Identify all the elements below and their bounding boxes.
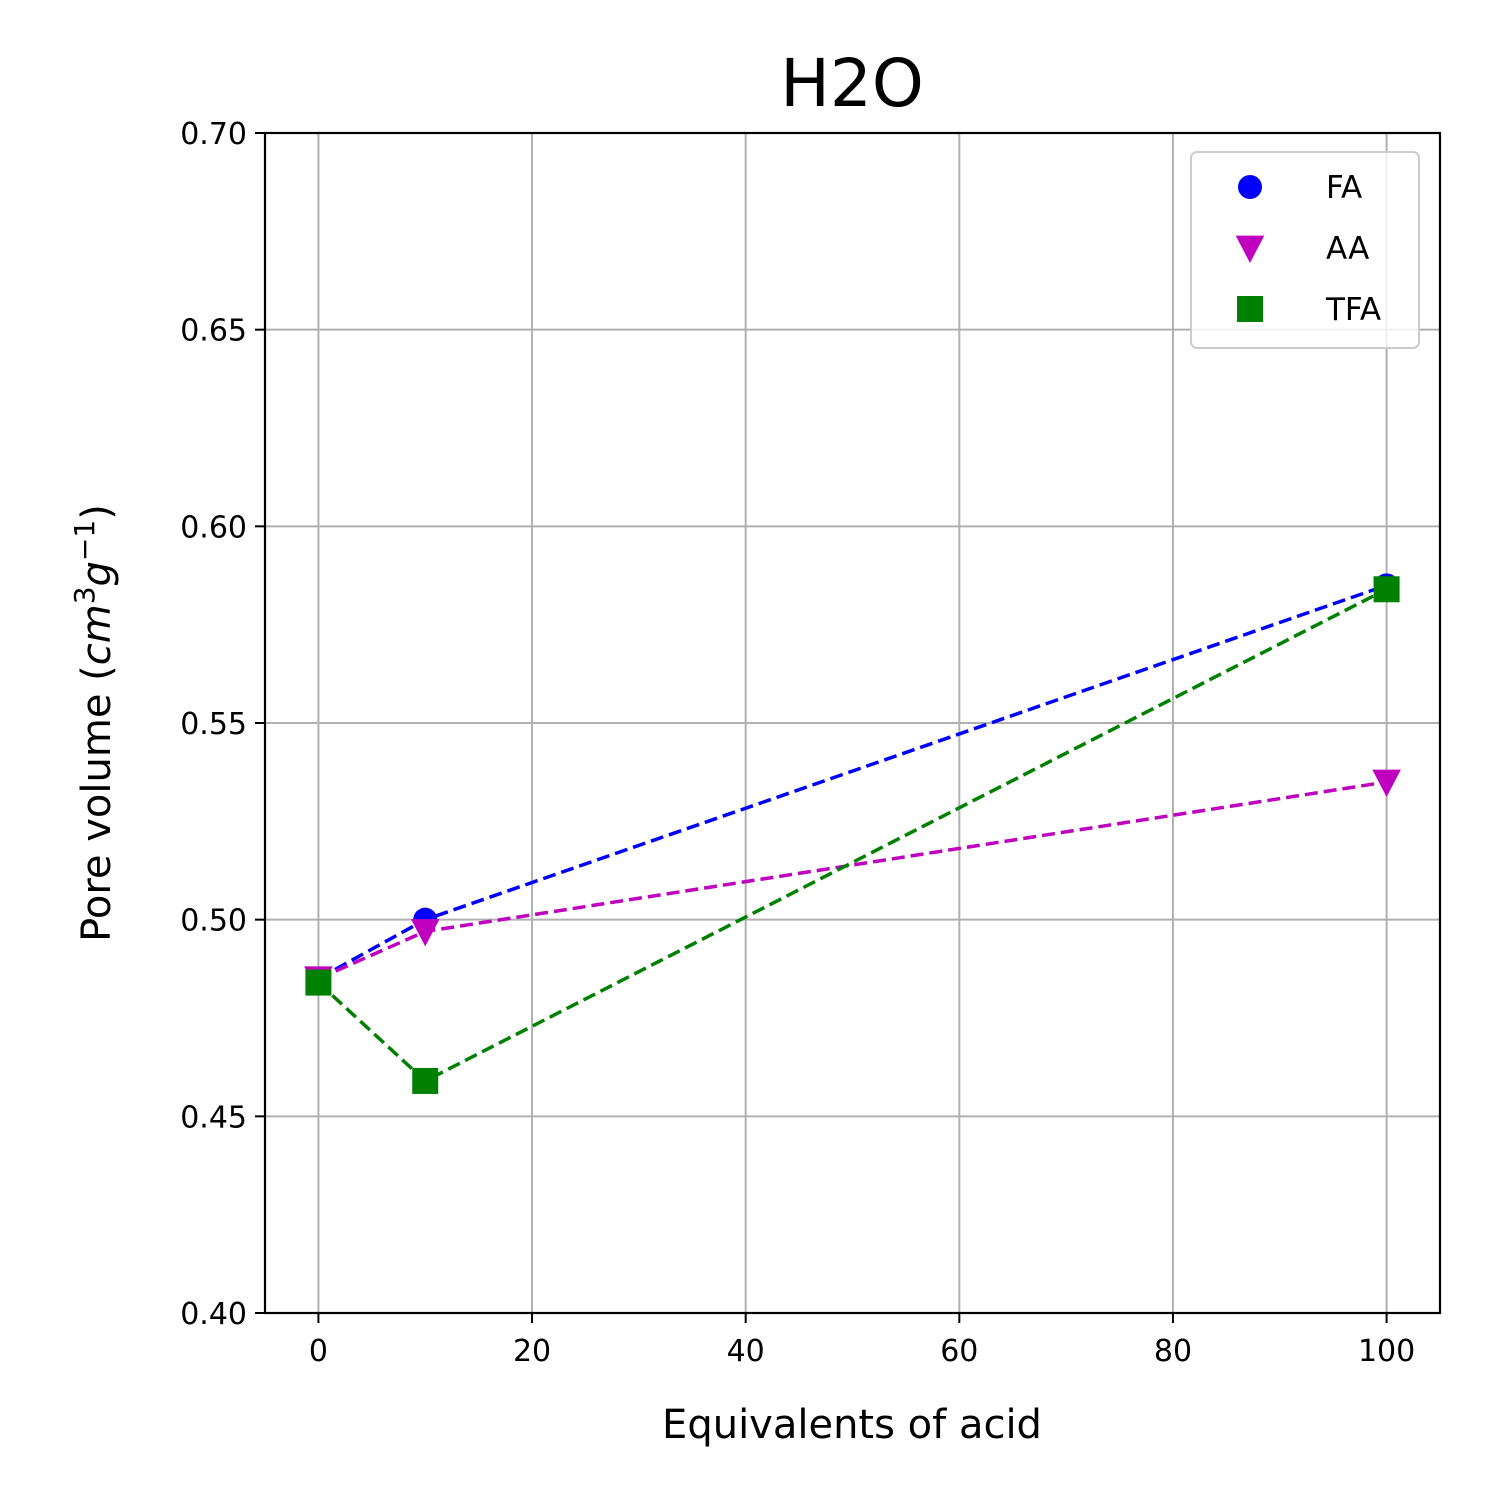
y-tick-label: 0.40 bbox=[180, 1297, 247, 1332]
legend-marker-tfa bbox=[1237, 296, 1263, 322]
x-tick-label: 80 bbox=[1154, 1334, 1192, 1369]
y-tick-label: 0.65 bbox=[180, 314, 247, 349]
legend-box bbox=[1190, 151, 1420, 349]
legend-label-tfa: TFA bbox=[1325, 292, 1381, 328]
data-point-tfa bbox=[412, 1067, 439, 1094]
data-point-tfa bbox=[305, 969, 332, 996]
x-axis-label: Equivalents of acid bbox=[662, 1402, 1042, 1448]
data-point-aa bbox=[410, 919, 440, 947]
y-tick-label: 0.50 bbox=[180, 904, 247, 939]
legend-marker-aa bbox=[1235, 235, 1265, 263]
series-markers bbox=[304, 573, 1401, 1094]
data-point-tfa bbox=[1373, 576, 1400, 603]
x-tick-label: 40 bbox=[727, 1334, 765, 1369]
legend-label-aa: AA bbox=[1326, 231, 1369, 267]
legend: FA AA TFA bbox=[1190, 151, 1420, 349]
legend-label-fa: FA bbox=[1326, 170, 1362, 206]
data-point-aa bbox=[1372, 769, 1401, 797]
y-tick-label: 0.60 bbox=[180, 510, 247, 545]
y-axis: 0.40 0.45 0.50 0.55 0.60 0.65 0.70 bbox=[180, 117, 265, 1332]
y-tick-label: 0.55 bbox=[180, 707, 247, 742]
x-tick-label: 60 bbox=[940, 1334, 978, 1369]
x-tick-label: 0 bbox=[309, 1334, 328, 1369]
x-axis: 0 20 40 60 80 100 bbox=[309, 1313, 1415, 1369]
legend-marker-fa bbox=[1238, 175, 1262, 199]
grid bbox=[265, 132, 1440, 1314]
y-axis-label: Pore volume (cm3g−1) bbox=[68, 504, 120, 942]
y-tick-label: 0.70 bbox=[180, 117, 247, 152]
y-tick-label: 0.45 bbox=[180, 1100, 247, 1135]
x-tick-label: 100 bbox=[1358, 1334, 1415, 1369]
chart-title: H2O bbox=[780, 45, 924, 122]
x-tick-label: 20 bbox=[513, 1334, 551, 1369]
